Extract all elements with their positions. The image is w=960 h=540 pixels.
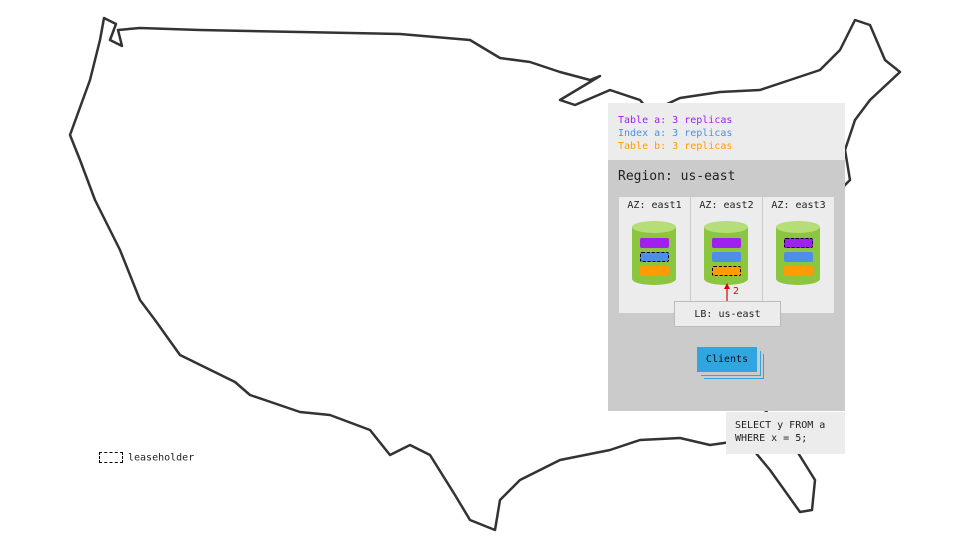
leaseholder-legend: leaseholder: [99, 452, 194, 464]
dashed-box-icon: [99, 452, 123, 463]
zone-label: AZ: east2: [699, 200, 754, 211]
availability-zone: AZ: east1: [619, 197, 690, 313]
clients-box: Clients: [697, 347, 757, 372]
replica-table-a: [640, 238, 669, 248]
replica-index-a: [640, 252, 669, 262]
load-balancer: LB: us-east: [674, 301, 781, 327]
replica-table-b: [640, 266, 669, 276]
database-node-icon: [776, 221, 820, 287]
replica-table-b: [712, 266, 741, 276]
replica-table-a: [712, 238, 741, 248]
replica-index-a: [712, 252, 741, 262]
database-node-icon: [704, 221, 748, 287]
legend-table-a: Table a: 3 replicas: [618, 115, 733, 126]
leaseholder-label: leaseholder: [128, 452, 195, 464]
database-node-icon: [632, 221, 676, 287]
replica-legend-panel: [608, 103, 845, 160]
replica-table-a: [784, 238, 813, 248]
availability-zone: AZ: east3: [763, 197, 834, 313]
request-arrow: [724, 283, 730, 302]
availability-zone: AZ: east2: [691, 197, 762, 313]
region-title: Region: us-east: [618, 169, 736, 184]
arrow-step-label: 2: [733, 286, 740, 297]
replica-table-b: [784, 266, 813, 276]
legend-table-b: Table b: 3 replicas: [618, 141, 733, 152]
legend-index-a: Index a: 3 replicas: [618, 128, 733, 139]
zone-label: AZ: east3: [771, 200, 826, 211]
replica-index-a: [784, 252, 813, 262]
zone-label: AZ: east1: [627, 200, 682, 211]
sql-query: SELECT y FROM a WHERE x = 5;: [726, 412, 845, 454]
